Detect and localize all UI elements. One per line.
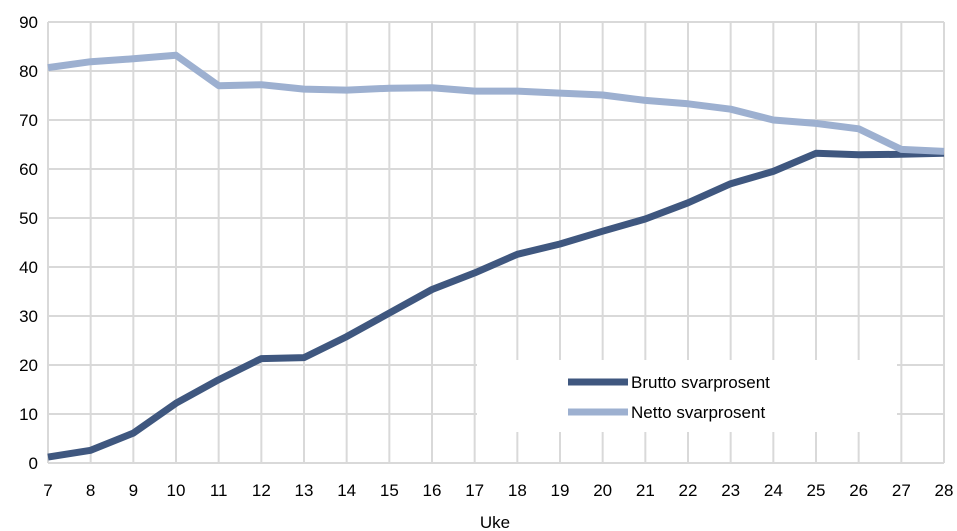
series-lines [47, 51, 945, 461]
y-tick-label: 20 [19, 356, 38, 375]
y-axis-ticks: 0 10 20 30 40 50 60 70 80 90 [19, 13, 38, 473]
x-tick-label: 21 [636, 481, 655, 500]
series-line-0 [47, 149, 945, 461]
y-tick-label: 30 [19, 307, 38, 326]
x-tick-label: 14 [337, 481, 356, 500]
y-tick-label: 80 [19, 62, 38, 81]
x-tick-label: 19 [551, 481, 570, 500]
legend-label: Brutto svarprosent [631, 373, 770, 392]
x-tick-label: 24 [764, 481, 783, 500]
y-tick-label: 0 [29, 454, 38, 473]
x-tick-label: 22 [679, 481, 698, 500]
x-tick-label: 9 [129, 481, 138, 500]
y-tick-label: 70 [19, 111, 38, 130]
x-tick-label: 16 [423, 481, 442, 500]
x-axis-title: Uke [480, 513, 510, 531]
x-tick-label: 13 [295, 481, 314, 500]
x-tick-label: 11 [210, 481, 228, 500]
legend-label: Netto svarprosent [631, 403, 765, 422]
x-tick-label: 8 [86, 481, 95, 500]
x-tick-label: 12 [252, 481, 271, 500]
x-tick-label: 20 [593, 481, 612, 500]
legend: Brutto svarprosent Netto svarprosent [477, 360, 897, 432]
x-tick-label: 18 [508, 481, 527, 500]
x-axis-ticks: 7 8 9 10 11 12 13 14 15 16 17 18 19 20 21 22 23 24 25 26 27 2… [43, 481, 953, 500]
series-line-1 [47, 51, 945, 155]
y-tick-label: 50 [19, 209, 38, 228]
y-tick-label: 40 [19, 258, 38, 277]
x-tick-label: 27 [892, 481, 911, 500]
y-tick-label: 10 [19, 405, 38, 424]
x-tick-label: 28 [935, 481, 954, 500]
y-tick-label: 60 [19, 160, 38, 179]
x-tick-label: 25 [807, 481, 826, 500]
x-tick-label: 26 [849, 481, 868, 500]
x-tick-label: 7 [43, 481, 52, 500]
x-tick-label: 17 [465, 481, 484, 500]
x-tick-label: 10 [167, 481, 186, 500]
x-tick-label: 15 [380, 481, 399, 500]
x-tick-label: 23 [721, 481, 740, 500]
y-tick-label: 90 [19, 13, 38, 32]
legend-box [477, 360, 897, 432]
